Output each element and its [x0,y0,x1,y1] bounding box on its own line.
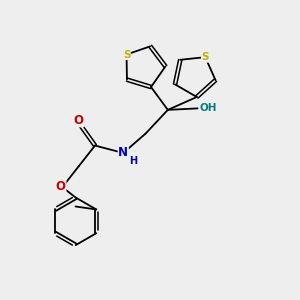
Text: H: H [130,156,138,166]
Text: OH: OH [200,103,218,113]
Text: S: S [202,52,209,62]
Text: O: O [74,114,84,127]
Text: S: S [123,50,130,59]
Text: O: O [56,180,66,193]
Text: N: N [118,146,128,159]
